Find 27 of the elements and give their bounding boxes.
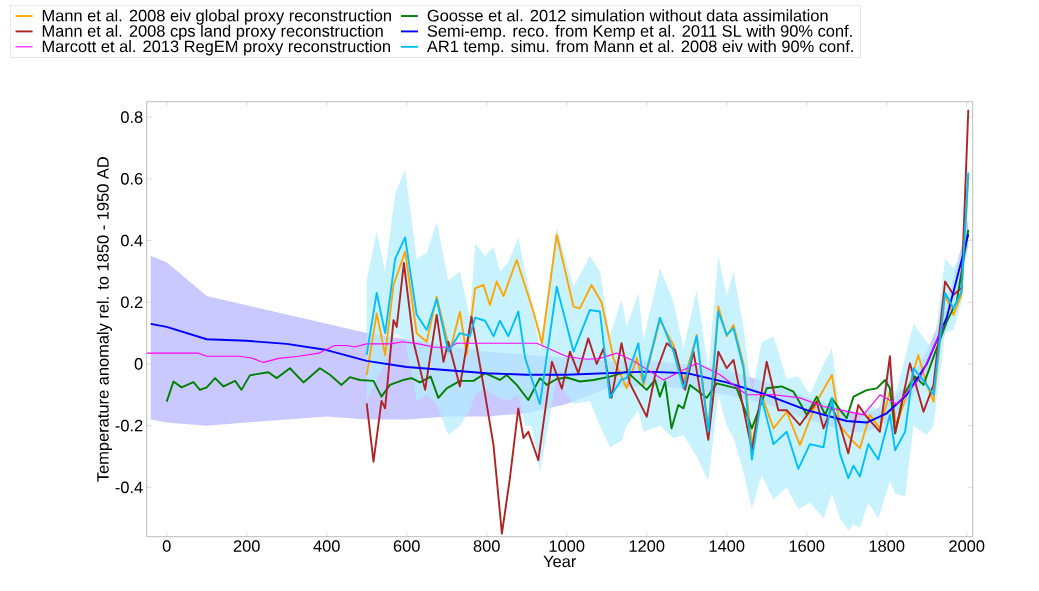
y-tick-label: -0.2 xyxy=(115,419,143,432)
x-tick-label: 1200 xyxy=(629,540,665,552)
x-tick-label: 2000 xyxy=(949,540,985,552)
x-tick-label: 1600 xyxy=(789,540,825,552)
legend-label: Marcott et al. 2013 RegEM proxy reconstruction xyxy=(42,40,390,56)
x-tick-label: 0 xyxy=(162,540,171,552)
legend-label: Goosse et al. 2012 simulation without data assimilation xyxy=(427,9,828,22)
y-tick-label: 0.6 xyxy=(120,173,143,185)
line-series xyxy=(146,324,945,416)
y-axis-title: Temperature anomaly rel. to 1850 - 1950 AD xyxy=(96,157,112,482)
x-tick-label: 1400 xyxy=(709,540,745,552)
x-tick-label: 600 xyxy=(393,540,420,552)
x-tick-label: 1800 xyxy=(869,540,905,552)
x-axis-title: Year xyxy=(543,555,577,568)
x-tick-label: 200 xyxy=(233,540,260,552)
x-tick-label: 800 xyxy=(473,540,500,552)
legend-label: Mann et al. 2008 eiv global proxy reconstruction xyxy=(42,9,391,25)
y-tick-label: 0.2 xyxy=(120,296,143,309)
x-tick-label: 400 xyxy=(313,540,340,552)
legend-label: Mann et al. 2008 cps land proxy reconstruction xyxy=(42,24,383,41)
y-tick-label: 0.8 xyxy=(120,111,143,123)
y-tick-label: -0.4 xyxy=(115,481,143,494)
y-tick-label: 0.4 xyxy=(120,234,143,247)
y-tick-label: 0 xyxy=(134,358,143,370)
legend-label: Semi-emp. reco. from Kemp et al. 2011 SL with 90% conf. xyxy=(427,24,852,41)
x-tick-label: 1000 xyxy=(549,540,585,552)
legend-label: AR1 temp. simu. from Mann et al. 2008 eiv with 90% conf. xyxy=(426,40,853,56)
